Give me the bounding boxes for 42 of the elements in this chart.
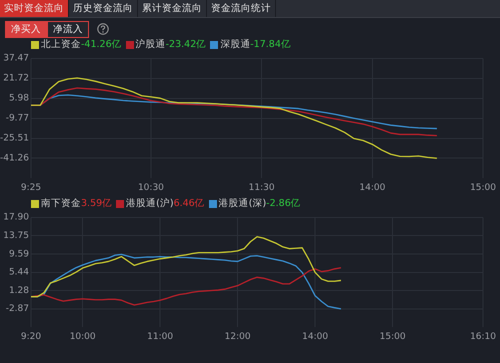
y-tick-label: -25.51 — [0, 134, 29, 144]
text: 实时资金流向 — [0, 0, 69, 17]
text: 6.46亿 — [174, 197, 205, 210]
legend-label: 港股通(沪) — [126, 197, 174, 210]
x-tick-label: 15:00 — [380, 332, 406, 342]
legend-label: 港股通(深) — [218, 197, 266, 210]
y-tick-label: 37.47 — [3, 54, 29, 64]
text: 净流入 — [47, 20, 89, 38]
y-tick-label: 13.75 — [3, 231, 29, 242]
text: 3.59亿 — [81, 197, 112, 210]
x-tick-label: 11:00 — [147, 332, 174, 342]
text: -23.42亿 — [166, 38, 206, 51]
text: -17.84亿 — [250, 38, 291, 51]
legend-label: 北上资金 — [41, 38, 81, 51]
y-tick-label: 17.90 — [3, 212, 30, 223]
text: 累计资金流向 — [138, 0, 207, 17]
x-tick-label: 10:00 — [70, 332, 96, 342]
y-tick-label: 9.59 — [8, 249, 30, 260]
text: -41.26亿 — [81, 38, 122, 51]
legend-label: 南下资金 — [41, 197, 81, 210]
x-tick-label: 11:30 — [248, 182, 275, 193]
y-tick-label: -9.77 — [6, 114, 29, 124]
legend-label: 深股通 — [220, 38, 250, 51]
text: 历史资金流向 — [69, 0, 138, 17]
x-tick-label: 12:00 — [224, 332, 251, 342]
y-tick-label: 5.98 — [8, 94, 30, 104]
y-tick-label: -41.26 — [0, 154, 30, 164]
x-tick-label: 14:00 — [359, 182, 386, 193]
y-tick-label: 5.44 — [8, 268, 30, 278]
y-tick-label: -2.87 — [6, 304, 29, 314]
text: 资金流向统计 — [207, 0, 276, 17]
x-tick-label: 16:10 — [470, 332, 496, 342]
text: -2.86亿 — [266, 197, 301, 210]
x-tick-label: 9:25 — [20, 182, 42, 193]
x-tick-label: 9:20 — [20, 332, 42, 342]
legend-label: 沪股通 — [136, 38, 166, 51]
x-tick-label: 14:00 — [302, 332, 328, 342]
y-tick-label: 21.72 — [3, 74, 29, 84]
text: 净买入 — [5, 20, 47, 38]
x-tick-label: 10:30 — [138, 182, 164, 193]
x-tick-label: 15:00 — [470, 182, 496, 193]
y-tick-label: 1.28 — [8, 286, 30, 296]
